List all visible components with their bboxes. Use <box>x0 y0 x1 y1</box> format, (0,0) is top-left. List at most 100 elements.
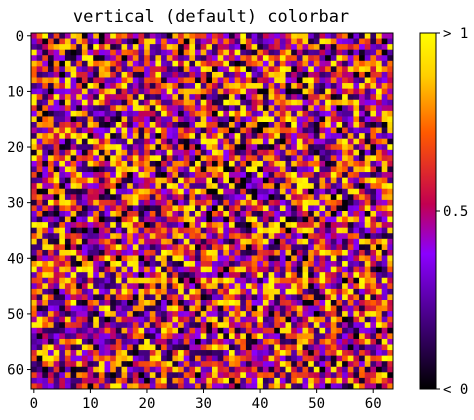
heatmap-cell <box>364 294 371 301</box>
heatmap-cell <box>42 366 49 373</box>
heatmap-cell <box>144 211 151 217</box>
heatmap-cell <box>234 244 241 251</box>
heatmap-cell <box>98 177 105 184</box>
heatmap-cell <box>302 44 309 51</box>
heatmap-cell <box>149 55 156 62</box>
heatmap-cell <box>132 99 139 106</box>
heatmap-cell <box>285 122 292 128</box>
heatmap-cell <box>212 222 219 229</box>
heatmap-cell <box>183 311 190 318</box>
heatmap-cell <box>127 216 134 223</box>
heatmap-cell <box>381 116 388 123</box>
heatmap-cell <box>76 372 83 379</box>
heatmap-cell <box>279 188 286 195</box>
heatmap-cell <box>93 66 100 73</box>
heatmap-cell <box>245 138 252 145</box>
heatmap-cell <box>178 149 185 156</box>
heatmap-cell <box>274 177 281 184</box>
heatmap-cell <box>166 288 173 295</box>
heatmap-cell <box>381 49 388 56</box>
heatmap-cell <box>189 166 196 173</box>
heatmap-cell <box>42 177 49 184</box>
heatmap-cell <box>98 155 105 162</box>
heatmap-cell <box>336 238 343 245</box>
heatmap-cell <box>178 33 185 39</box>
heatmap-cell <box>279 277 286 284</box>
heatmap-cell <box>155 38 162 45</box>
heatmap-cell <box>70 355 77 362</box>
heatmap-cell <box>376 266 383 273</box>
heatmap-cell <box>155 133 162 140</box>
heatmap-cell <box>53 205 60 212</box>
heatmap-cell <box>172 255 179 262</box>
heatmap-cell <box>228 194 236 201</box>
heatmap-cell <box>330 300 337 306</box>
heatmap-cell <box>64 377 71 384</box>
heatmap-cell <box>291 199 298 206</box>
heatmap-cell <box>268 288 275 295</box>
heatmap-cell <box>110 266 117 273</box>
heatmap-cell <box>138 355 145 362</box>
heatmap-cell <box>195 277 202 284</box>
heatmap-cell <box>64 227 71 234</box>
heatmap-cell <box>359 83 366 90</box>
heatmap-cell <box>115 355 122 362</box>
heatmap-cell <box>183 327 190 334</box>
heatmap-cell <box>308 77 315 84</box>
heatmap-cell <box>115 261 122 268</box>
heatmap-cell <box>155 383 162 390</box>
heatmap-cell <box>223 99 230 106</box>
heatmap-cell <box>223 372 230 379</box>
heatmap-cell <box>376 199 383 206</box>
heatmap-cell <box>217 183 224 190</box>
heatmap-cell <box>200 133 207 140</box>
heatmap-cell <box>138 311 145 318</box>
heatmap-cell <box>330 383 337 390</box>
heatmap-cell <box>183 361 190 368</box>
heatmap-cell <box>121 138 128 145</box>
heatmap-cell <box>347 333 354 340</box>
heatmap-cell <box>115 60 122 67</box>
heatmap-cell <box>81 277 88 284</box>
heatmap-cell <box>189 377 196 384</box>
heatmap-cell <box>336 194 343 201</box>
heatmap-cell <box>285 216 292 223</box>
heatmap-cell <box>319 377 326 384</box>
heatmap-cell <box>144 311 151 318</box>
heatmap-cell <box>353 110 360 117</box>
heatmap-cell <box>336 188 343 195</box>
heatmap-cell <box>144 199 151 206</box>
heatmap-cell <box>178 377 185 384</box>
heatmap-cell <box>376 116 383 123</box>
heatmap-cell <box>70 244 77 251</box>
heatmap-cell <box>200 222 207 229</box>
heatmap-cell <box>138 77 145 84</box>
heatmap-cell <box>347 361 354 368</box>
heatmap-cell <box>319 60 326 67</box>
heatmap-cell <box>206 188 213 195</box>
heatmap-cell <box>132 355 139 362</box>
heatmap-cell <box>234 288 241 295</box>
heatmap-cell <box>353 355 360 362</box>
heatmap-cell <box>245 300 252 306</box>
heatmap-cell <box>251 177 258 184</box>
heatmap-cell <box>330 105 337 112</box>
heatmap-cell <box>325 116 332 123</box>
heatmap-cell <box>376 261 383 268</box>
heatmap-cell <box>93 294 100 301</box>
heatmap-cell <box>240 205 247 212</box>
heatmap-cell <box>115 333 122 340</box>
heatmap-cell <box>274 149 281 156</box>
heatmap-cell <box>376 66 383 73</box>
heatmap-cell <box>347 300 354 306</box>
heatmap-cell <box>291 122 298 128</box>
heatmap-cell <box>161 377 168 384</box>
heatmap-cell <box>53 94 60 101</box>
heatmap-cell <box>268 83 275 90</box>
x-tick-label: 0 <box>30 396 38 412</box>
heatmap-cell <box>336 38 343 45</box>
heatmap-cell <box>319 288 326 295</box>
heatmap-cell <box>64 133 71 140</box>
heatmap-cell <box>64 249 71 256</box>
heatmap-cell <box>127 60 134 67</box>
